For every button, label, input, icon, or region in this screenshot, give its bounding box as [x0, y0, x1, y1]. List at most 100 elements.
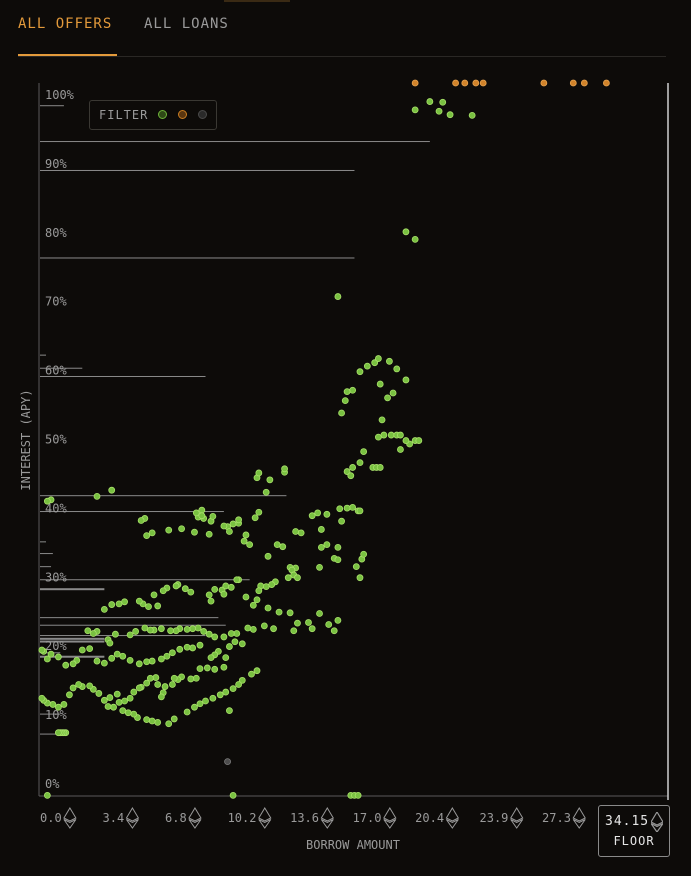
- eth-icon: [63, 807, 77, 822]
- y-tick-label: 10%: [45, 708, 67, 722]
- offer-point: [209, 512, 217, 520]
- offer-point: [268, 581, 276, 588]
- eth-icon: [126, 819, 139, 829]
- offer-point: [334, 616, 342, 624]
- offer-point: [325, 621, 333, 628]
- offer-point: [334, 543, 342, 551]
- depth-bar: [40, 617, 219, 619]
- offer-point: [196, 700, 204, 708]
- offer-point: [121, 598, 128, 606]
- offer-point: [349, 503, 357, 511]
- loan-point: [479, 79, 487, 87]
- offer-point: [397, 431, 404, 439]
- offer-point: [343, 504, 351, 512]
- x-tick-label: 13.6: [290, 811, 319, 825]
- offer-point: [191, 703, 198, 711]
- y-tick-label: 0%: [45, 777, 60, 791]
- offer-point: [290, 627, 298, 635]
- offer-point: [338, 409, 345, 417]
- offer-point: [248, 670, 255, 678]
- offer-point: [207, 597, 215, 605]
- offer-point: [211, 665, 219, 673]
- offer-point: [336, 505, 344, 513]
- depth-bar: [40, 624, 226, 626]
- offer-point: [106, 694, 114, 701]
- offer-point: [411, 106, 419, 114]
- floor-label: FLOOR: [613, 834, 655, 848]
- offer-point: [264, 552, 272, 560]
- offer-point: [189, 644, 197, 652]
- offer-point: [143, 716, 151, 724]
- offer-point: [235, 681, 243, 688]
- offer-point: [104, 703, 112, 710]
- tab-all-loans[interactable]: ALL LOANS: [144, 16, 229, 32]
- offer-point: [211, 633, 219, 641]
- offer-point: [178, 525, 185, 533]
- offer-point: [216, 691, 224, 699]
- eth-icon: [510, 807, 524, 822]
- offer-point: [124, 709, 132, 717]
- offer-point: [415, 437, 423, 444]
- offer-point: [376, 380, 384, 388]
- loan-point: [472, 79, 480, 87]
- loan-point: [580, 79, 588, 87]
- offer-point: [393, 365, 401, 373]
- depth-bar: [40, 511, 224, 513]
- offer-point: [148, 529, 156, 537]
- offer-point: [165, 526, 173, 534]
- eth-icon: [383, 819, 397, 829]
- y-tick-label: 70%: [45, 295, 67, 309]
- offer-point: [115, 600, 123, 608]
- other-point: [224, 758, 231, 766]
- y-tick-label: 50%: [45, 433, 67, 447]
- offer-point: [402, 228, 410, 236]
- offer-point: [172, 582, 180, 590]
- offer-point: [100, 659, 108, 667]
- depth-bar: [40, 169, 355, 171]
- offer-point: [60, 701, 68, 708]
- filter-panel[interactable]: FILTER: [89, 100, 217, 130]
- y-tick-label: 20%: [45, 639, 67, 653]
- offer-point: [233, 576, 241, 584]
- offer-point: [264, 604, 272, 612]
- offer-point: [150, 591, 158, 599]
- offer-point: [115, 698, 123, 706]
- offer-point: [143, 679, 151, 687]
- offer-point: [148, 657, 156, 665]
- offer-point: [347, 472, 355, 480]
- offer-point: [402, 437, 410, 444]
- offer-point: [181, 585, 189, 593]
- offer-point: [356, 574, 364, 582]
- filter-orange-dot[interactable]: [178, 110, 187, 119]
- offer-point: [360, 550, 368, 558]
- offer-point: [284, 574, 292, 582]
- loan-point: [602, 79, 610, 87]
- offer-point: [374, 355, 382, 362]
- depth-bar: [40, 495, 287, 497]
- offer-point: [227, 630, 235, 637]
- active-tab-indicator: [18, 54, 117, 56]
- offer-point: [323, 541, 331, 549]
- tab-bar: ALL OFFERS ALL LOANS: [18, 0, 666, 57]
- depth-bar: [40, 640, 105, 643]
- offer-point: [100, 696, 108, 704]
- filter-green-dot[interactable]: [158, 110, 167, 119]
- offer-point: [43, 497, 51, 505]
- offer-point: [253, 596, 261, 604]
- offer-point: [198, 506, 206, 514]
- offer-point: [297, 529, 305, 537]
- offer-point: [238, 640, 246, 648]
- y-axis-label: INTEREST (APY): [19, 389, 33, 490]
- filter-gray-dot[interactable]: [198, 110, 207, 119]
- offer-point: [371, 359, 379, 367]
- offer-point: [43, 792, 51, 799]
- offer-point: [159, 587, 167, 595]
- offer-point: [352, 563, 360, 571]
- offer-point: [169, 649, 176, 657]
- depth-bar: [40, 105, 64, 107]
- offer-point: [262, 488, 270, 496]
- eth-icon: [651, 812, 663, 832]
- tab-all-offers[interactable]: ALL OFFERS: [18, 16, 113, 32]
- offer-point: [255, 587, 263, 595]
- x-tick-label: 27.3: [542, 811, 571, 825]
